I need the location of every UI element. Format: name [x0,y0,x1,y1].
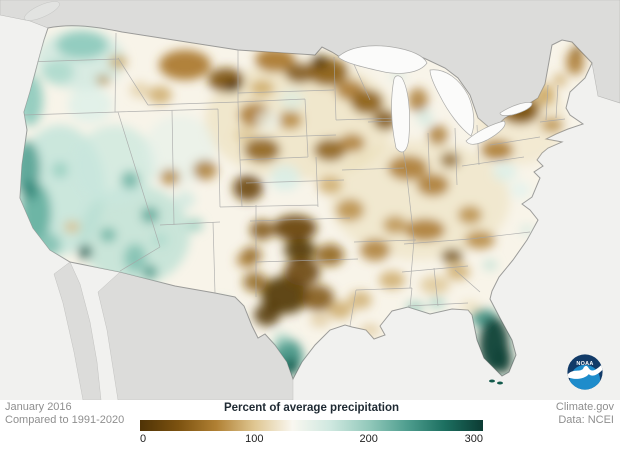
legend-title: Percent of average precipitation [223,402,400,414]
vancouver-island [24,1,60,21]
period-label: January 2016 [5,401,72,413]
lake-ontario [499,102,533,116]
legend-gradient-bar [140,420,483,431]
noaa-logo-text: NOAA [576,361,593,367]
map-attribution-right: Climate.gov Data: NCEI [556,401,614,427]
legend-tick-0: 0 [140,433,147,445]
legend-tick-300: 300 [464,433,483,445]
legend-tick-200: 200 [359,433,378,445]
seagull-icon [567,363,603,379]
color-scale-legend: Percent of average precipitation 0 100 2… [140,402,483,447]
us-precipitation-map [0,0,620,400]
map-attribution-left: January 2016 Compared to 1991-2020 [5,401,124,427]
florida-keys [489,379,503,385]
lake-superior [337,45,428,74]
source-site-label: Climate.gov [555,401,614,413]
lake-michigan [391,75,410,153]
source-data-label: Data: NCEI [558,414,614,426]
lake-erie [465,120,506,145]
noaa-logo: NOAA [567,354,603,390]
legend-ticks: 0 100 200 300 [140,433,483,447]
lake-huron [429,69,475,137]
legend-tick-100: 100 [245,433,264,445]
baja-peninsula [53,261,102,400]
precipitation-anomaly-layer [20,30,584,376]
state-borders [23,32,566,327]
baseline-label: Compared to 1991-2020 [5,414,125,426]
great-lakes [337,45,533,153]
